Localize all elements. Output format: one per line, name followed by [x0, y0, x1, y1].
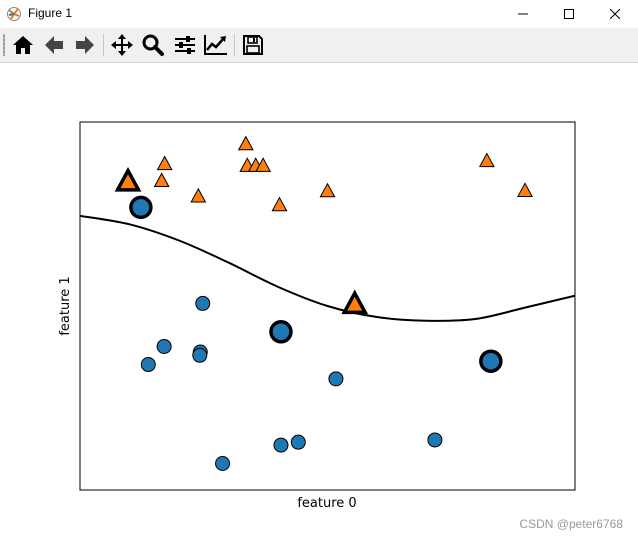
class0-point [215, 456, 231, 472]
decision-boundary-line [80, 214, 575, 322]
sliders-icon [175, 36, 195, 54]
toolbar-separator [234, 34, 235, 56]
class1-point [237, 135, 254, 151]
window-title: Figure 1 [28, 6, 73, 20]
toolbar-separator [103, 34, 104, 56]
arrow-left-icon [45, 36, 63, 54]
edit-axis-button[interactable] [203, 32, 229, 58]
move-icon [111, 34, 133, 56]
class0-point [156, 338, 172, 354]
support-vector-circle [269, 320, 293, 344]
class0-point [328, 371, 344, 387]
class0-point [290, 434, 306, 450]
watermark: CSDN @peter6768 [519, 517, 623, 531]
class1-point [190, 187, 207, 203]
class1-point [478, 152, 495, 168]
matplotlib-app-icon [7, 7, 21, 21]
class1-point [517, 182, 533, 197]
save-button[interactable] [240, 32, 266, 58]
zoom-button[interactable] [140, 32, 166, 58]
class1-point [255, 157, 272, 172]
class0-point [140, 357, 156, 373]
support-vector-triangle [114, 166, 142, 192]
configure-subplots-button[interactable] [172, 32, 198, 58]
save-icon [243, 35, 263, 55]
y-axis-label: feature 1 [58, 276, 73, 335]
class0-point [273, 437, 289, 453]
class0-point [427, 432, 443, 448]
back-button[interactable] [41, 32, 67, 58]
x-axis-label: feature 0 [297, 496, 356, 511]
zoom-icon [142, 34, 164, 56]
class0-point [192, 347, 208, 363]
maximize-button[interactable] [546, 0, 592, 28]
close-button[interactable] [592, 0, 638, 28]
close-icon [610, 9, 620, 19]
pan-button[interactable] [109, 32, 135, 58]
class1-point [271, 196, 288, 212]
window-titlebar: Figure 1 [0, 0, 638, 28]
class1-point [319, 182, 336, 198]
support-vector-circle [479, 349, 503, 373]
forward-button[interactable] [72, 32, 98, 58]
chart-line-icon [204, 35, 227, 55]
toolbar-grip[interactable] [3, 34, 5, 56]
class0-point [195, 295, 211, 311]
maximize-icon [564, 9, 574, 19]
arrow-right-icon [76, 36, 94, 54]
class1-point [153, 172, 170, 188]
support-vector-circle [129, 195, 153, 220]
minimize-icon [518, 13, 528, 15]
navigation-toolbar [0, 28, 638, 63]
axes-frame [79, 121, 576, 491]
figure-canvas[interactable]: feature 0 feature 1 CSDN @peter6768 [0, 63, 638, 541]
scatter-plot: feature 0 feature 1 [58, 121, 576, 511]
minimize-button[interactable] [500, 0, 546, 28]
home-button[interactable] [10, 32, 36, 58]
support-vector-triangle [341, 289, 369, 315]
home-icon [13, 36, 33, 54]
class1-point [156, 155, 173, 171]
